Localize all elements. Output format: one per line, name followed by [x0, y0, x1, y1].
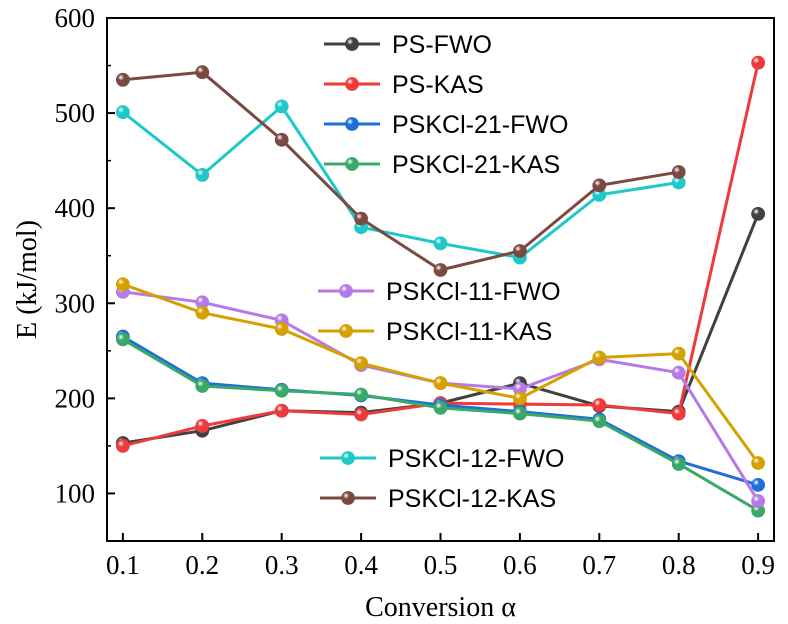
- data-point-pskcl-12-fwo: [274, 99, 289, 114]
- data-point-pskcl-11-kas: [592, 350, 607, 365]
- y-axis-title: E (kJ/mol): [12, 220, 43, 339]
- series-line-pskcl-11-kas: [122, 282, 760, 464]
- legend-marker: [339, 324, 353, 338]
- legend-entry-pskcl-11-kas: PSKCl-11-KAS: [318, 318, 552, 346]
- legend-group: PS-FWO PS-KAS PSKCl-21-FWO PSKCl-21-KAS PSKC…: [318, 31, 568, 513]
- data-point-pskcl-21-kas: [433, 400, 448, 415]
- y-axis-ticks: 100 200 300 400 500 600: [55, 3, 115, 542]
- legend-marker: [345, 77, 359, 91]
- data-point-pskcl-11-kas: [751, 456, 766, 470]
- legend-marker: [345, 117, 359, 131]
- data-point-pskcl-11-fwo: [751, 494, 766, 508]
- data-point-ps-kas: [592, 398, 607, 412]
- data-point-pskcl-21-kas: [354, 387, 368, 402]
- x-axis-ticks: 0.1 0.2 0.3 0.4 0.5 0.6 0.7 0.8 0.9: [106, 533, 775, 580]
- series-group: [115, 55, 766, 518]
- data-point-pskcl-12-fwo: [115, 105, 130, 120]
- data-point-pskcl-11-kas: [274, 322, 289, 336]
- data-point-pskcl-21-kas: [274, 383, 289, 398]
- data-point-pskcl-11-fwo: [671, 365, 686, 380]
- legend-top-center: PS-FWO PS-KAS PSKCl-21-FWO PSKCl-21-KAS: [324, 31, 568, 179]
- legend-label: PSKCl-12-KAS: [388, 485, 556, 513]
- data-point-pskcl-12-kas: [592, 178, 607, 193]
- y-tick-label: 100: [55, 478, 96, 508]
- data-point-pskcl-11-kas: [513, 391, 527, 406]
- legend-label: PSKCl-21-KAS: [392, 151, 560, 179]
- legend-marker: [341, 451, 355, 465]
- data-point-ps-kas: [115, 439, 130, 453]
- legend-label: PSKCl-12-FWO: [388, 445, 564, 473]
- legend-label: PSKCl-11-KAS: [386, 318, 552, 346]
- legend-entry-pskcl-12-fwo: PSKCl-12-FWO: [320, 445, 564, 473]
- data-point-pskcl-12-kas: [513, 244, 527, 258]
- legend-entry-ps-kas: PS-KAS: [324, 71, 484, 99]
- legend-entry-pskcl-21-fwo: PSKCl-21-FWO: [324, 111, 568, 139]
- legend-marker: [345, 37, 359, 51]
- data-point-pskcl-12-kas: [354, 211, 368, 226]
- y-tick-label: 400: [55, 193, 96, 223]
- x-tick-label: 0.8: [662, 550, 696, 580]
- data-point-pskcl-12-kas: [274, 132, 289, 147]
- data-point-ps-kas: [354, 407, 368, 422]
- x-tick-label: 0.1: [106, 550, 140, 580]
- data-point-pskcl-21-kas: [513, 406, 527, 421]
- data-point-pskcl-11-kas: [115, 277, 130, 292]
- legend-entry-pskcl-11-fwo: PSKCl-11-FWO: [318, 278, 561, 306]
- data-point-pskcl-12-kas: [433, 263, 448, 277]
- data-point-pskcl-11-kas: [671, 346, 686, 361]
- legend-middle-center: PSKCl-11-FWO PSKCl-11-KAS: [318, 278, 561, 346]
- data-point-ps-kas: [274, 403, 289, 418]
- data-point-pskcl-21-kas: [671, 457, 686, 471]
- x-tick-label: 0.5: [424, 550, 458, 580]
- legend-entry-ps-fwo: PS-FWO: [324, 31, 492, 59]
- x-tick-label: 0.7: [582, 550, 616, 580]
- data-point-pskcl-12-kas: [115, 72, 130, 87]
- x-tick-label: 0.4: [344, 550, 378, 580]
- x-axis-title: Conversion α: [365, 592, 516, 623]
- data-point-ps-kas: [751, 55, 766, 70]
- data-point-pskcl-21-fwo: [751, 477, 766, 492]
- data-point-pskcl-12-kas: [671, 165, 686, 179]
- x-tick-label: 0.9: [741, 550, 775, 580]
- y-tick-label: 300: [55, 288, 96, 318]
- legend-label: PS-KAS: [392, 71, 484, 99]
- legend-label: PSKCl-11-FWO: [386, 278, 561, 306]
- legend-label: PS-FWO: [392, 31, 492, 59]
- legend-bottom-center: PSKCl-12-FWO PSKCl-12-KAS: [320, 445, 564, 513]
- y-tick-label: 600: [55, 3, 96, 33]
- legend-marker: [339, 284, 353, 298]
- data-point-ps-fwo: [751, 206, 766, 221]
- y-tick-label: 200: [55, 383, 96, 413]
- data-point-ps-kas: [195, 419, 210, 433]
- data-point-pskcl-21-kas: [592, 414, 607, 429]
- series-pskcl-11-kas: [115, 277, 766, 470]
- x-tick-label: 0.3: [265, 550, 299, 580]
- data-point-pskcl-12-kas: [195, 65, 210, 80]
- data-point-pskcl-11-kas: [354, 356, 368, 371]
- data-point-ps-kas: [671, 406, 686, 421]
- series-line-pskcl-12-kas: [122, 70, 679, 272]
- series-pskcl-21-kas: [115, 332, 766, 518]
- legend-marker: [345, 157, 359, 171]
- legend-label: PSKCl-21-FWO: [392, 111, 568, 139]
- data-point-pskcl-12-fwo: [433, 236, 448, 251]
- x-tick-label: 0.2: [185, 550, 219, 580]
- legend-marker: [341, 491, 355, 505]
- data-point-pskcl-21-kas: [195, 379, 210, 393]
- data-point-pskcl-12-fwo: [195, 167, 210, 182]
- series-line-pskcl-12-fwo: [121, 104, 679, 260]
- series-pskcl-12-kas: [115, 65, 686, 277]
- x-tick-label: 0.6: [503, 550, 537, 580]
- data-point-pskcl-11-kas: [195, 305, 210, 320]
- legend-entry-pskcl-12-kas: PSKCl-12-KAS: [320, 485, 556, 513]
- data-point-pskcl-11-kas: [433, 376, 448, 391]
- y-tick-label: 500: [55, 98, 96, 128]
- legend-entry-pskcl-21-kas: PSKCl-21-KAS: [324, 151, 560, 179]
- series-pskcl-12-fwo: [115, 99, 686, 265]
- data-point-pskcl-21-kas: [115, 332, 130, 347]
